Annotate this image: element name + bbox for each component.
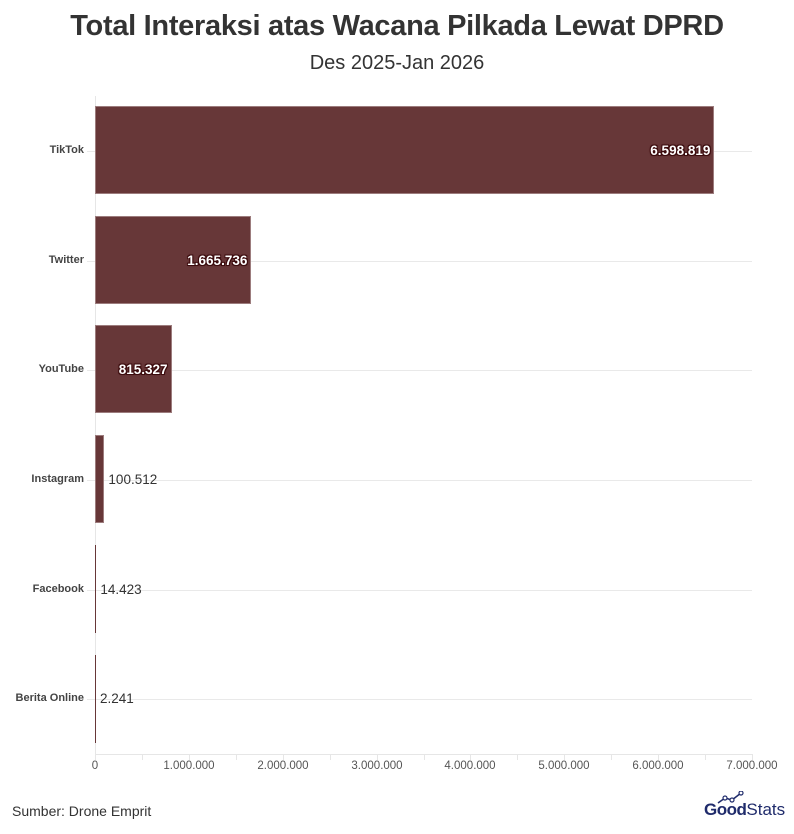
value-label: 6.598.819 xyxy=(650,143,711,158)
x-tick-label: 7.000.000 xyxy=(726,760,778,772)
y-axis-line xyxy=(95,96,96,754)
x-tick xyxy=(95,754,96,760)
value-label: 14.423 xyxy=(100,582,142,597)
x-tick xyxy=(283,754,284,760)
bar-youtube[interactable] xyxy=(95,325,172,413)
x-tick xyxy=(658,754,659,760)
x-tick-label: 4.000.000 xyxy=(444,760,496,772)
gridline xyxy=(87,590,752,591)
x-minor-tick xyxy=(424,754,425,760)
x-tick-label: 2.000.000 xyxy=(257,760,309,772)
category-label: TikTok xyxy=(49,144,84,156)
value-label: 2.241 xyxy=(100,691,134,706)
bar-berita-online[interactable] xyxy=(95,655,96,743)
source-note: Sumber: Drone Emprit xyxy=(12,803,152,819)
x-tick-label: 6.000.000 xyxy=(632,760,684,772)
logo-stats: Stats xyxy=(746,800,786,819)
x-minor-tick xyxy=(611,754,612,760)
x-tick xyxy=(470,754,471,760)
bar-twitter[interactable] xyxy=(95,216,252,304)
gridline xyxy=(87,699,752,700)
chart-title: Total Interaksi atas Wacana Pilkada Lewa… xyxy=(70,10,724,42)
x-tick-label: 1.000.000 xyxy=(163,760,215,772)
bar-instagram[interactable] xyxy=(95,435,105,523)
x-axis-line xyxy=(95,754,752,755)
x-minor-tick xyxy=(142,754,143,760)
value-label: 1.665.736 xyxy=(187,253,248,268)
x-minor-tick xyxy=(517,754,518,760)
x-tick xyxy=(564,754,565,760)
category-label: Twitter xyxy=(48,254,84,266)
chart-subtitle: Des 2025-Jan 2026 xyxy=(309,52,485,74)
bar-facebook[interactable] xyxy=(95,545,97,633)
logo-good: Good xyxy=(704,800,747,819)
category-label: Facebook xyxy=(32,583,84,595)
x-tick-label: 3.000.000 xyxy=(351,760,403,772)
chart-line-icon xyxy=(717,791,744,804)
x-tick-label: 0 xyxy=(91,760,99,772)
x-minor-tick xyxy=(705,754,706,760)
bar-tiktok[interactable] xyxy=(95,106,715,194)
x-tick xyxy=(377,754,378,760)
gridline xyxy=(87,480,752,481)
category-label: Instagram xyxy=(31,473,84,485)
category-label: YouTube xyxy=(38,363,84,375)
x-tick xyxy=(189,754,190,760)
value-label: 100.512 xyxy=(108,472,158,487)
gridline xyxy=(87,370,752,371)
x-tick-label: 5.000.000 xyxy=(538,760,590,772)
value-label: 815.327 xyxy=(118,362,168,377)
category-label: Berita Online xyxy=(15,692,84,704)
x-minor-tick xyxy=(330,754,331,760)
goodstats-logo: GoodStats xyxy=(704,791,786,820)
x-tick xyxy=(752,754,753,760)
gridline xyxy=(87,261,752,262)
x-minor-tick xyxy=(236,754,237,760)
